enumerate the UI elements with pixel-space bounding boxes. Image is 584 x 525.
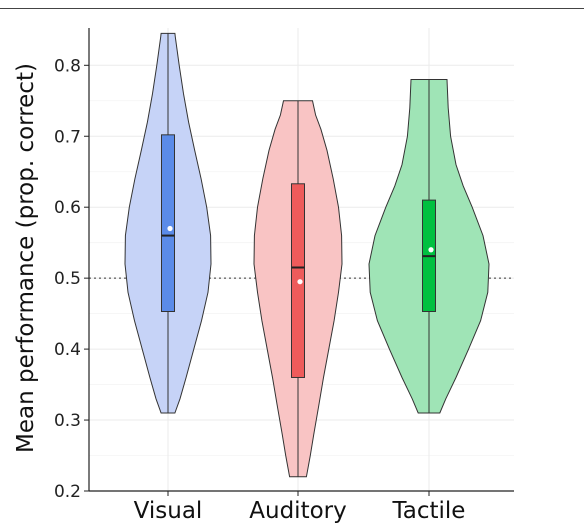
x-tick-label-2: Tactile xyxy=(392,498,466,524)
y-tick-label-0: 0.2 xyxy=(54,482,81,502)
y-tick-label-5: 0.7 xyxy=(54,127,81,147)
y-tick-label-2: 0.4 xyxy=(54,340,81,360)
y-ticks: 0.2 0.3 0.4 0.5 0.6 0.7 0.8 xyxy=(54,56,89,502)
x-ticks: Visual Auditory Tactile xyxy=(134,491,466,524)
y-axis-title: Mean performance (prop. correct) xyxy=(13,63,39,453)
y-tick-label-1: 0.3 xyxy=(54,411,81,431)
violin-visual xyxy=(124,32,212,414)
mean-point-tactile xyxy=(428,247,434,253)
y-tick-label-3: 0.5 xyxy=(54,269,81,289)
violins xyxy=(124,32,490,478)
x-tick-label-0: Visual xyxy=(134,498,203,524)
violin-tactile xyxy=(368,79,490,414)
violin-auditory xyxy=(253,100,343,478)
mean-point-visual xyxy=(167,225,173,232)
top-frame-line xyxy=(0,8,584,9)
y-tick-label-6: 0.8 xyxy=(54,56,81,76)
iqr-box-visual xyxy=(161,134,175,312)
y-tick-label-4: 0.6 xyxy=(54,198,81,218)
mean-point-auditory xyxy=(297,279,303,285)
x-tick-label-1: Auditory xyxy=(249,498,346,524)
